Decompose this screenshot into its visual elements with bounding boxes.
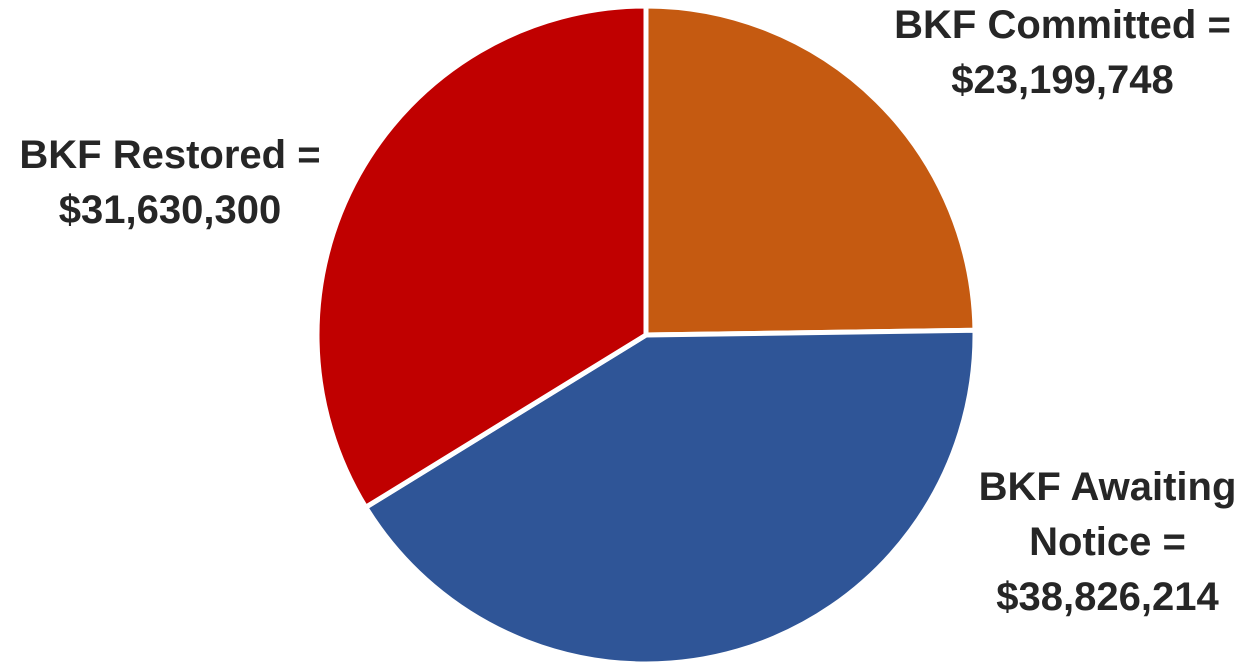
label-bkf-restored: BKF Restored = $31,630,300 [0, 128, 340, 238]
label-bkf-restored-title: BKF Restored = [19, 133, 321, 177]
label-bkf-committed-value: $23,199,748 [951, 58, 1174, 102]
label-bkf-awaiting-title-line2: Notice = [1029, 520, 1186, 564]
label-bkf-committed-title: BKF Committed = [894, 3, 1231, 47]
pie-slice-committed [643, 3, 978, 338]
pie-slice-restored [314, 3, 649, 511]
label-bkf-committed: BKF Committed = $23,199,748 [870, 0, 1255, 108]
label-bkf-awaiting-title-line1: BKF Awaiting [978, 465, 1237, 509]
label-bkf-awaiting-value: $38,826,214 [996, 575, 1219, 619]
pie-slices [314, 3, 978, 667]
label-bkf-awaiting-notice: BKF Awaiting Notice = $38,826,214 [960, 460, 1255, 625]
label-bkf-restored-value: $31,630,300 [58, 188, 282, 232]
